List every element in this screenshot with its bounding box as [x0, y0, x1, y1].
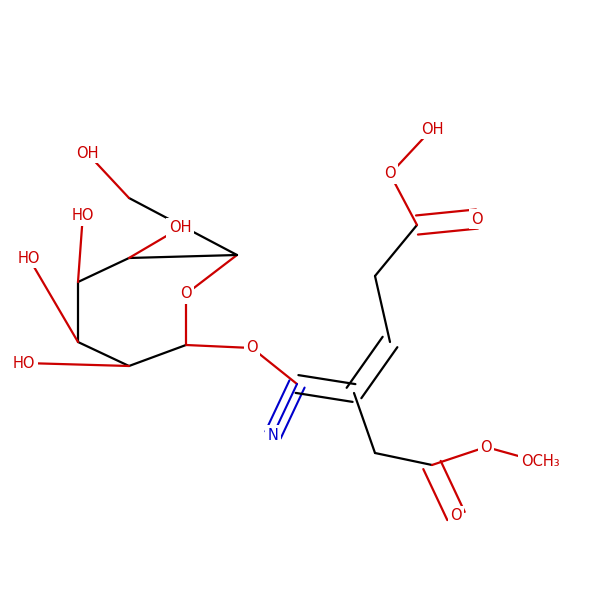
Text: OH: OH — [169, 220, 191, 235]
Text: O: O — [180, 286, 192, 301]
Text: HO: HO — [13, 355, 35, 370]
Text: HO: HO — [71, 208, 94, 223]
Text: O: O — [450, 508, 462, 523]
Text: O: O — [246, 340, 258, 355]
Text: O: O — [471, 211, 483, 226]
Text: O: O — [384, 166, 396, 181]
Text: OH: OH — [421, 121, 443, 136]
Text: OH: OH — [76, 145, 98, 160]
Text: O: O — [480, 439, 492, 455]
Text: N: N — [268, 427, 278, 443]
Text: OCH₃: OCH₃ — [521, 455, 559, 469]
Text: HO: HO — [17, 251, 40, 265]
